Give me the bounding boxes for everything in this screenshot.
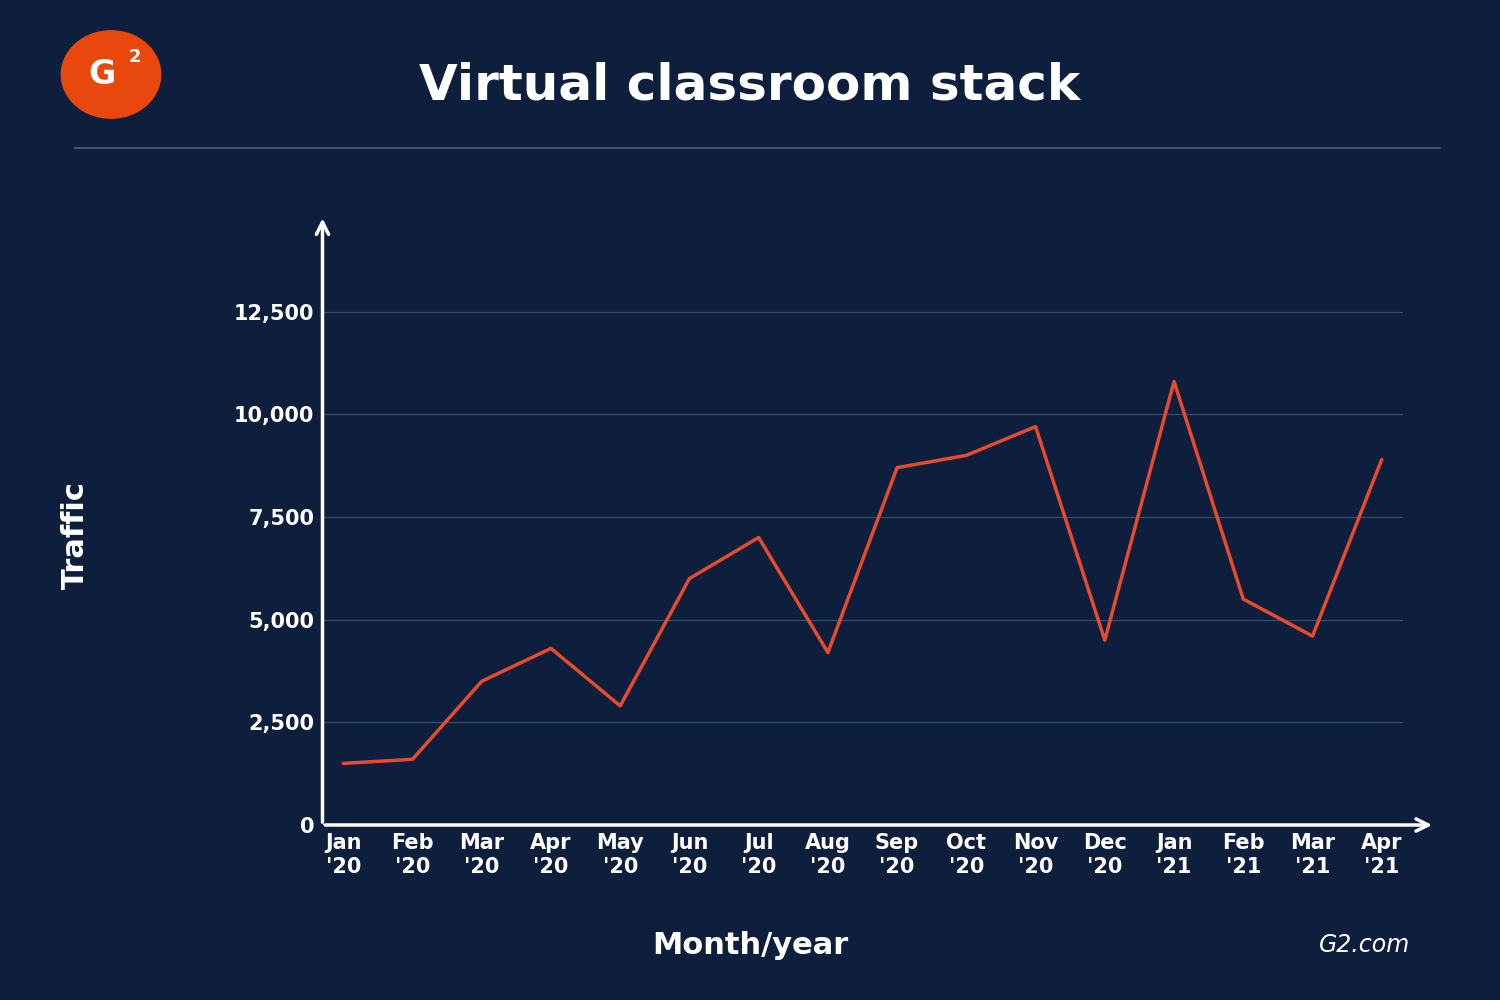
Text: G2.com: G2.com: [1318, 933, 1410, 957]
Text: G: G: [88, 58, 116, 91]
Text: Traffic: Traffic: [60, 481, 90, 589]
Circle shape: [62, 31, 160, 118]
Text: 2: 2: [129, 48, 141, 66]
Text: Month/year: Month/year: [652, 930, 847, 960]
Text: Virtual classroom stack: Virtual classroom stack: [420, 61, 1080, 109]
